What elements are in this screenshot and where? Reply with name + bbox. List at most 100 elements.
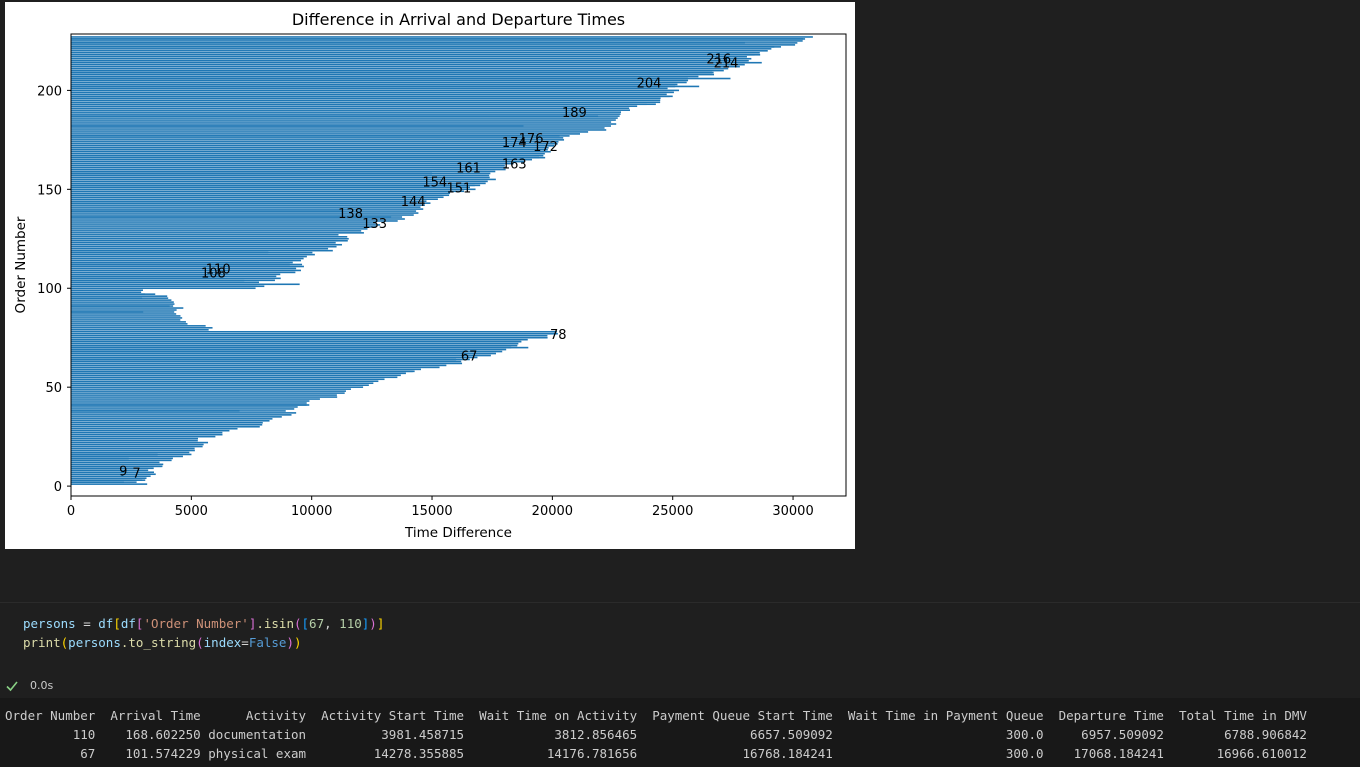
code-token: ( [196, 635, 204, 650]
bar [71, 230, 362, 232]
bar [71, 83, 678, 86]
bar [71, 172, 433, 175]
bar [71, 111, 622, 113]
code-line-1[interactable]: persons = df[df['Order Number'].isin([67… [23, 614, 384, 633]
bar [71, 214, 414, 216]
bar [71, 87, 668, 90]
bar [71, 291, 142, 293]
bar [71, 174, 490, 177]
bar [71, 178, 496, 181]
execution-time: 0.0s [30, 679, 54, 692]
bar-annotation: 110 [206, 262, 231, 277]
output-row: 110 168.602250 documentation 3981.458715… [5, 727, 1307, 742]
bar-annotation: 172 [533, 140, 558, 155]
code-line-2[interactable]: print(persons.to_string(index=False)) [23, 633, 302, 652]
bar [71, 188, 476, 191]
plot-frame [70, 33, 847, 497]
y-tick-label: 100 [37, 282, 62, 297]
bar [71, 305, 170, 307]
y-axis-label: Order Number [13, 216, 29, 313]
bar [71, 141, 559, 143]
x-tick-label: 10000 [291, 504, 332, 519]
bar [71, 281, 260, 284]
bar [71, 303, 175, 305]
bar [71, 125, 524, 127]
bar [71, 269, 301, 272]
bar [71, 255, 307, 258]
bar [71, 164, 505, 167]
code-token: index [203, 635, 242, 650]
x-tick-label: 25000 [652, 504, 693, 519]
bar [71, 71, 714, 74]
bar [71, 101, 661, 104]
x-tick-label: 0 [67, 504, 75, 519]
bar [71, 404, 310, 406]
bar [71, 259, 301, 262]
bar [71, 360, 462, 363]
bar [71, 321, 186, 323]
bar [71, 200, 427, 202]
code-token: df [120, 616, 136, 631]
code-token: 110 [339, 616, 362, 631]
bar [71, 408, 295, 410]
bar [71, 473, 156, 476]
bar [71, 148, 538, 151]
bar-annotation: 78 [550, 328, 567, 343]
bar [71, 370, 413, 373]
bar [71, 61, 762, 64]
code-token: ) [286, 635, 294, 650]
bar [71, 186, 470, 189]
bar-annotation: 154 [422, 175, 447, 190]
bar [71, 479, 143, 481]
bar [71, 81, 687, 84]
bar [71, 115, 599, 117]
bar [71, 382, 356, 385]
bar [71, 461, 160, 464]
bar [71, 95, 673, 98]
code-token: ) [294, 635, 302, 650]
bar [71, 350, 466, 353]
bar [71, 184, 481, 187]
bar [71, 313, 177, 315]
bar [71, 283, 300, 286]
bar [71, 226, 377, 228]
bar [71, 455, 183, 458]
bar [71, 38, 806, 40]
bar [71, 154, 544, 157]
code-token: = [75, 616, 99, 631]
bar-annotation: 67 [461, 350, 478, 365]
chart-title: Difference in Arrival and Departure Time… [292, 10, 625, 29]
bar [71, 285, 265, 288]
code-token: ( [60, 635, 69, 650]
bar [71, 137, 564, 139]
bar [71, 139, 565, 141]
code-token: False [248, 635, 287, 650]
bar [71, 420, 270, 422]
code-cell[interactable]: persons = df[df['Order Number'].isin([67… [0, 603, 1360, 698]
bars-group [71, 36, 813, 485]
bar [71, 133, 580, 135]
bar [71, 429, 230, 432]
bar [71, 416, 282, 418]
x-tick-label: 20000 [532, 504, 573, 519]
bar [71, 75, 699, 78]
bar-annotation: 161 [456, 162, 481, 177]
bar [71, 352, 497, 355]
bar [71, 99, 661, 102]
code-token: [ [135, 616, 144, 631]
bar [71, 279, 245, 282]
bar [71, 293, 156, 295]
code-token: print [23, 635, 61, 650]
bar-annotation: 163 [502, 158, 527, 173]
bar [71, 234, 339, 236]
bar [71, 218, 405, 220]
bar [71, 439, 198, 442]
bar [71, 202, 418, 204]
bar [71, 127, 605, 129]
bar [71, 107, 630, 109]
bar [71, 97, 661, 100]
bar [71, 236, 348, 238]
code-token: = [241, 635, 249, 650]
bar [71, 431, 223, 434]
bar-annotation: 138 [338, 207, 363, 222]
